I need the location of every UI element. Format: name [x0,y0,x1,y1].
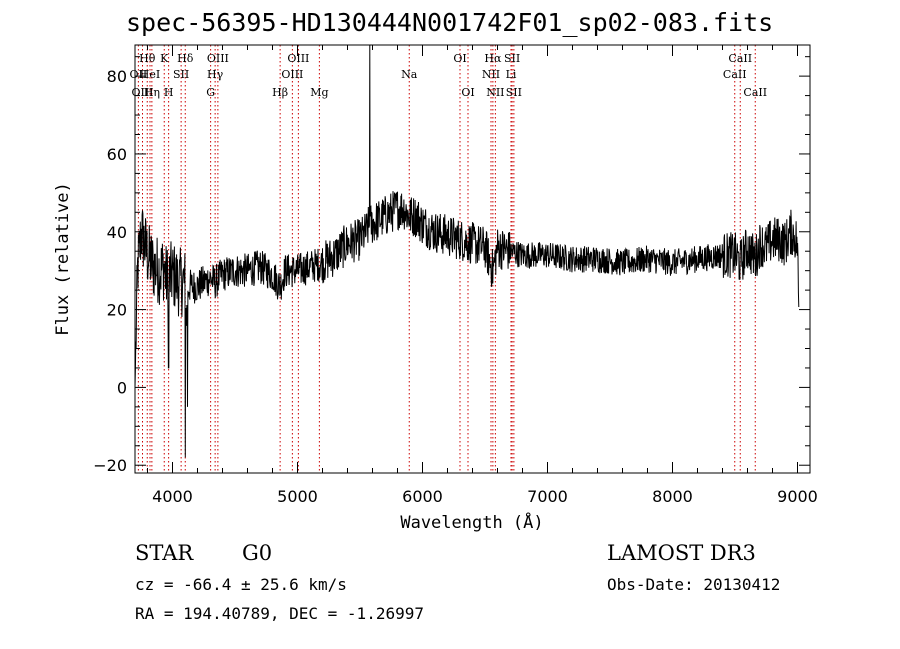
line-marker-label-22: SII [504,52,520,65]
line-marker-label-0: Hθ [139,52,156,65]
line-marker-label-9: OIII [207,52,229,65]
line-marker-label-7: Hδ [177,52,194,65]
line-marker-label-17: OI [453,52,466,65]
line-marker-label-24: SII [506,86,522,99]
y-tick-label-3: 40 [107,223,127,242]
line-marker-label-27: CaII [743,86,767,99]
line-marker-label-1: OII [130,68,148,81]
y-tick-label-0: −20 [93,456,127,475]
line-marker-label-16: Na [401,68,418,81]
coordinates: RA = 194.40789, DEC = -1.26997 [135,604,424,623]
y-tick-label-1: 0 [117,378,127,397]
axis-ticks [135,45,810,473]
obs-date: Obs-Date: 20130412 [607,575,781,594]
line-marker-label-19: Hα [484,52,502,65]
line-markers [137,45,756,473]
chart-title: spec-56395-HD130444N001742F01_sp02-083.f… [126,8,774,37]
y-tick-label-5: 80 [107,67,127,86]
line-marker-label-4: Hη [144,86,160,99]
x-tick-label-3: 7000 [527,487,568,506]
x-axis-title: Wavelength (Å) [400,511,543,533]
line-marker-label-21: NII [486,86,504,99]
line-marker-label-26: CaII [723,68,747,81]
x-tick-label-0: 4000 [152,487,193,506]
line-marker-label-2: HeI [140,68,160,81]
line-marker-label-6: H [164,86,174,99]
line-marker-label-15: Mg [310,86,328,99]
line-marker-label-10: Hγ [207,68,224,81]
x-tick-label-2: 6000 [402,487,443,506]
redshift-line: cz = -66.4 ± 25.6 km/s [135,575,347,594]
line-marker-label-13: OIII [281,68,303,81]
line-marker-label-3: OIII [131,86,153,99]
line-marker-label-8: SII [173,68,189,81]
line-marker-label-5: K [160,52,169,65]
line-marker-label-14: Hβ [272,86,288,99]
x-tick-label-5: 9000 [777,487,818,506]
survey-name: LAMOST DR3 [607,541,756,565]
object-class: STAR [135,541,194,565]
x-tick-label-1: 5000 [277,487,318,506]
line-marker-label-11: G [206,86,215,99]
line-marker-label-18: OI [461,86,474,99]
y-axis-title: Flux (relative) [53,182,73,336]
tick-labels: 4000 5000 6000 7000 8000 9000 −20 0 20 40 60 80 [93,67,818,506]
line-marker-label-12: OIII [287,52,309,65]
plot-frame [134,44,811,474]
spectral-subclass: G0 [242,541,273,565]
y-tick-label-4: 60 [107,145,127,164]
x-tick-label-4: 8000 [652,487,693,506]
line-marker-label-20: NII [482,68,500,81]
y-tick-label-2: 20 [107,301,127,320]
line-marker-label-23: Li [506,68,517,81]
line-marker-label-25: CaII [728,52,752,65]
spectrum-line [134,44,800,458]
